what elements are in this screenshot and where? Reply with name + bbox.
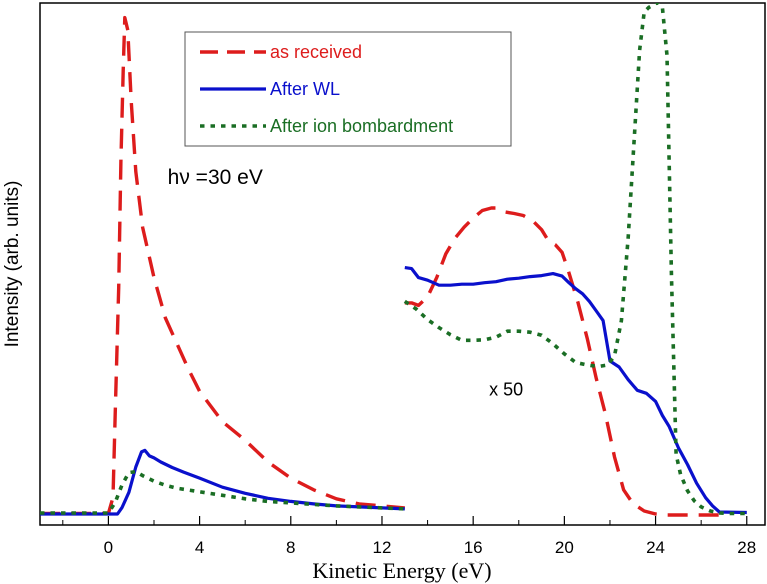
- x-tick-label: 24: [646, 538, 665, 557]
- x-tick-label: 28: [737, 538, 756, 557]
- series-layer: [40, 3, 747, 517]
- x-tick-label: 20: [555, 538, 574, 557]
- annotations: hν =30 eV x 50: [168, 166, 523, 399]
- series-line-2: [40, 266, 747, 516]
- x-axis-label: Kinetic Energy (eV): [312, 558, 491, 583]
- series-line-3: [40, 3, 747, 516]
- x-tick-label: 16: [464, 538, 483, 557]
- x-tick-label: 0: [104, 538, 113, 557]
- legend: as received After WL After ion bombardment: [184, 31, 512, 147]
- legend-label: as received: [270, 42, 362, 62]
- legend-label: After WL: [270, 79, 340, 99]
- x-tick-label: 8: [286, 538, 295, 557]
- scale-factor-annotation: x 50: [489, 379, 523, 399]
- legend-label: After ion bombardment: [270, 116, 453, 136]
- x-tick-label: 4: [195, 538, 204, 557]
- series-line-1: [40, 15, 724, 517]
- legend-items: as received After WL After ion bombardment: [200, 42, 453, 136]
- y-axis-label: Intensity (arb. units): [2, 181, 23, 348]
- photon-energy-annotation: hν =30 eV: [168, 166, 263, 189]
- plot-frame: [39, 2, 766, 526]
- x-tick-label: 12: [373, 538, 392, 557]
- x-ticks: 0 4 8 12 16 20 24 28: [62, 516, 756, 557]
